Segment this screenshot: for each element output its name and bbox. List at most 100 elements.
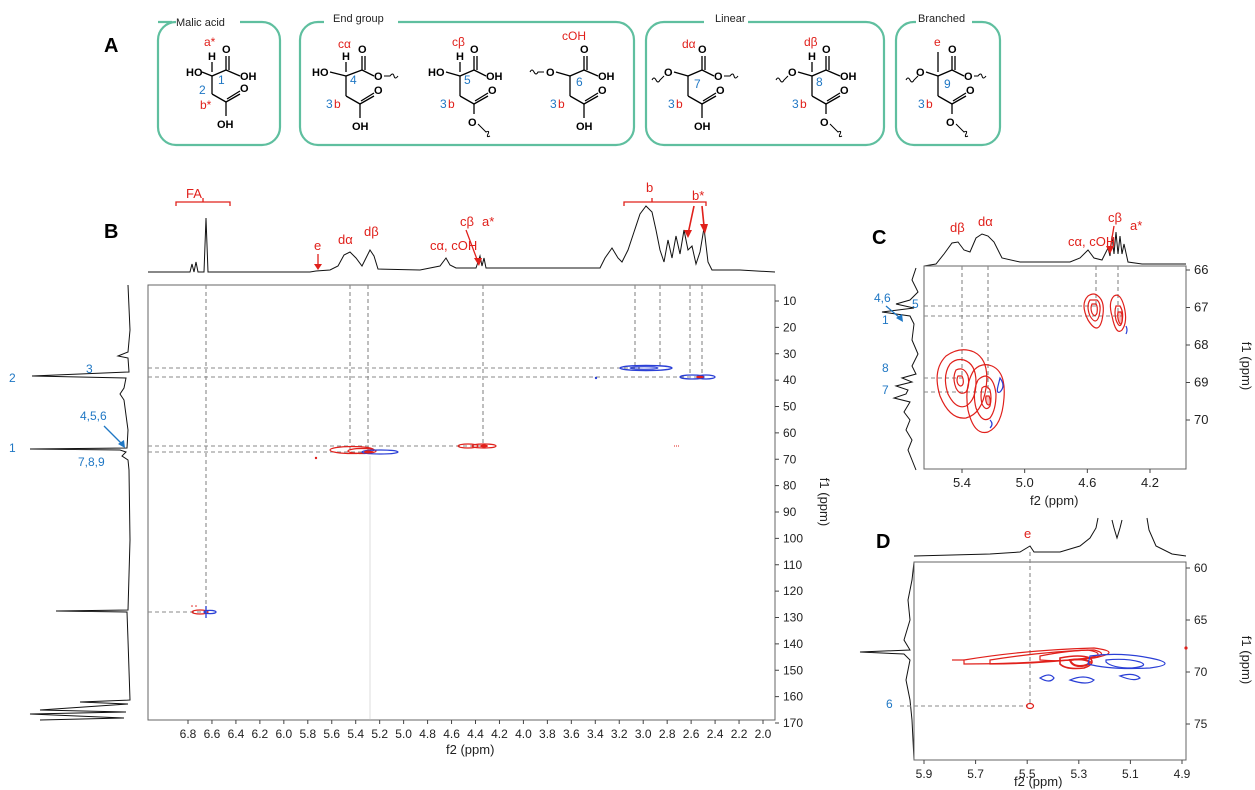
x-tick-label: 3.0 <box>635 727 652 741</box>
x-tick-label: 6.2 <box>252 727 269 741</box>
x-tick-label: 3.8 <box>539 727 556 741</box>
svg-text:OH: OH <box>352 121 369 133</box>
svg-text:O: O <box>468 117 477 129</box>
c-label-c-beta: cβ <box>1108 210 1122 225</box>
svg-text:3: 3 <box>440 97 447 111</box>
svg-text:O: O <box>916 67 925 79</box>
y-tick-label: 69 <box>1194 375 1208 390</box>
d-side-6: 6 <box>886 697 893 711</box>
svg-text:O: O <box>840 85 849 97</box>
b-xlabel: f2 (ppm) <box>446 742 494 757</box>
b-side-1: 1 <box>9 441 16 455</box>
svg-text:O: O <box>822 44 831 56</box>
b-label-c-beta: cβ <box>460 214 474 229</box>
svg-text:b: b <box>676 97 683 111</box>
x-tick-label: 5.4 <box>347 727 364 741</box>
b-top-projection <box>148 205 776 273</box>
x-tick-label: 4.9 <box>1174 767 1191 781</box>
svg-text:O: O <box>716 85 725 97</box>
x-tick-label: 2.2 <box>731 727 748 741</box>
c-xlabel: f2 (ppm) <box>1030 493 1078 508</box>
d-label-e: e <box>1024 526 1031 541</box>
svg-text:8: 8 <box>816 75 823 89</box>
x-tick-label: 4.0 <box>515 727 532 741</box>
svg-text:O: O <box>374 71 383 83</box>
group-box-end-group: End group <box>298 13 636 147</box>
b-y-ticks: 10 20 30 40 50 60 70 80 90 100 110 120 130 140 150 160 1… <box>775 294 803 730</box>
b-label-b-star: b* <box>692 188 704 203</box>
b-label-a-star: a* <box>482 214 494 229</box>
b-left-projection <box>29 284 131 721</box>
c-ylabel: f1 (ppm) <box>1239 342 1254 390</box>
b-side-456: 4,5,6 <box>80 409 107 423</box>
x-tick-label: 2.6 <box>683 727 700 741</box>
svg-text:O: O <box>714 71 723 83</box>
y-tick-label: 75 <box>1194 717 1208 731</box>
y-tick-label: 140 <box>783 637 803 651</box>
svg-text:O: O <box>820 117 829 129</box>
c-x-ticks: 5.4 5.0 4.6 4.2 <box>953 469 1159 490</box>
svg-text:b*: b* <box>200 98 212 112</box>
x-tick-label: 5.5 <box>1019 767 1036 781</box>
c-label-a-star: a* <box>1130 218 1142 233</box>
x-tick-label: 6.0 <box>275 727 292 741</box>
svg-text:6: 6 <box>576 75 583 89</box>
y-tick-label: 60 <box>1194 561 1208 575</box>
group-box-malic-acid: Malic acid <box>156 17 282 147</box>
d-x-ticks: 5.9 5.7 5.5 5.3 5.1 4.9 <box>916 760 1191 781</box>
y-tick-label: 160 <box>783 690 803 704</box>
b-label-fa: FA <box>186 186 202 201</box>
svg-text:b: b <box>448 97 455 111</box>
x-tick-label: 5.9 <box>916 767 933 781</box>
svg-text:3: 3 <box>918 97 925 111</box>
structure-end-group-6: cOH O O OH 6 3 b O OH <box>529 29 615 133</box>
b-side-789: 7,8,9 <box>78 455 105 469</box>
svg-text:H: H <box>808 51 816 63</box>
svg-text:b: b <box>558 97 565 111</box>
x-tick-label: 2.0 <box>755 727 772 741</box>
svg-text:O: O <box>966 85 975 97</box>
structure-end-group-4: cα H HO O O 4 3 b O OH <box>312 37 399 133</box>
b-label-c-alpha-oh: cα, cOH <box>430 238 477 253</box>
y-tick-label: 120 <box>783 584 803 598</box>
x-tick-label: 5.2 <box>371 727 388 741</box>
svg-text:5: 5 <box>464 73 471 87</box>
y-tick-label: 65 <box>1194 613 1208 627</box>
x-tick-label: 3.4 <box>587 727 604 741</box>
c-plot-area <box>923 265 1187 470</box>
svg-text:OH: OH <box>217 119 234 131</box>
x-tick-label: 5.0 <box>395 727 412 741</box>
y-tick-label: 50 <box>783 400 797 414</box>
y-tick-label: 90 <box>783 505 797 519</box>
svg-text:dβ: dβ <box>804 35 818 49</box>
svg-text:a*: a* <box>204 35 216 49</box>
c-label-c-alpha-oh: cα, cOH <box>1068 234 1115 249</box>
svg-text:HO: HO <box>428 67 445 79</box>
svg-text:2: 2 <box>199 83 206 97</box>
b-guides <box>148 285 704 613</box>
y-tick-label: 70 <box>783 452 797 466</box>
c-side-1: 1 <box>882 313 889 327</box>
svg-text:OH: OH <box>576 121 593 133</box>
svg-text:dα: dα <box>682 37 696 51</box>
b-cross-peaks <box>191 364 716 618</box>
x-tick-label: 5.1 <box>1122 767 1139 781</box>
x-tick-label: 2.4 <box>707 727 724 741</box>
svg-text:O: O <box>598 85 607 97</box>
x-tick-label: 3.2 <box>611 727 628 741</box>
x-tick-label: 5.7 <box>967 767 984 781</box>
x-tick-label: 4.4 <box>467 727 484 741</box>
y-tick-label: 70 <box>1194 665 1208 679</box>
svg-text:HO: HO <box>312 67 329 79</box>
svg-text:O: O <box>946 117 955 129</box>
y-tick-label: 10 <box>783 294 797 308</box>
x-tick-label: 5.0 <box>1016 475 1034 490</box>
svg-text:b: b <box>334 97 341 111</box>
y-tick-label: 170 <box>783 716 803 730</box>
y-tick-label: 66 <box>1194 262 1208 277</box>
b-label-d-alpha: dα <box>338 232 353 247</box>
svg-text:O: O <box>580 44 589 56</box>
x-tick-label: 6.6 <box>204 727 221 741</box>
svg-text:HO: HO <box>186 67 203 79</box>
x-tick-label: 4.8 <box>419 727 436 741</box>
